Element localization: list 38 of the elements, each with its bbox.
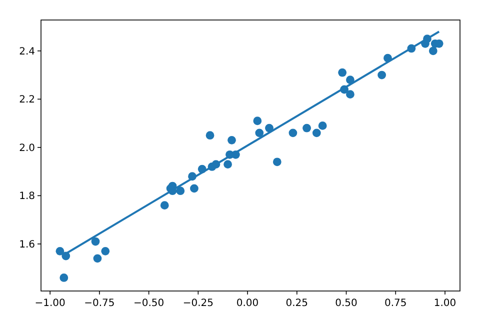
point — [272, 158, 282, 166]
point — [338, 68, 347, 77]
point — [56, 246, 64, 256]
point — [224, 160, 232, 169]
x-tick-label: −1.00 — [34, 298, 66, 309]
point — [93, 254, 102, 263]
point — [318, 121, 327, 130]
point — [312, 128, 321, 138]
point — [253, 116, 262, 126]
y-tick-label: 1.6 — [19, 239, 35, 250]
point — [190, 184, 198, 193]
x-tick-label: −0.50 — [133, 298, 164, 309]
point — [288, 128, 298, 138]
point — [255, 128, 264, 138]
y-tick-label: 1.8 — [19, 191, 35, 202]
point — [428, 46, 438, 56]
point — [378, 70, 386, 80]
point — [176, 186, 185, 196]
point — [346, 76, 354, 84]
point — [62, 252, 70, 260]
point — [228, 136, 236, 144]
point — [101, 246, 110, 256]
point — [346, 90, 354, 99]
x-tick-label: 0.25 — [286, 298, 308, 309]
x-tick-label: −0.25 — [182, 298, 214, 309]
point — [60, 274, 68, 282]
y-tick-label: 2.0 — [19, 142, 35, 154]
x-tick-label: 1.00 — [434, 298, 456, 309]
point — [91, 237, 100, 246]
point — [206, 131, 214, 140]
y-tick-label: 2.4 — [19, 46, 35, 58]
y-tick-label: 2.2 — [19, 94, 35, 106]
x-tick-label: −0.75 — [84, 298, 115, 309]
x-tick-label: 0.50 — [335, 298, 358, 309]
point — [160, 201, 169, 210]
x-tick-label: 0.75 — [384, 298, 407, 309]
point — [302, 124, 311, 132]
x-tick-label: 0.00 — [236, 298, 259, 309]
